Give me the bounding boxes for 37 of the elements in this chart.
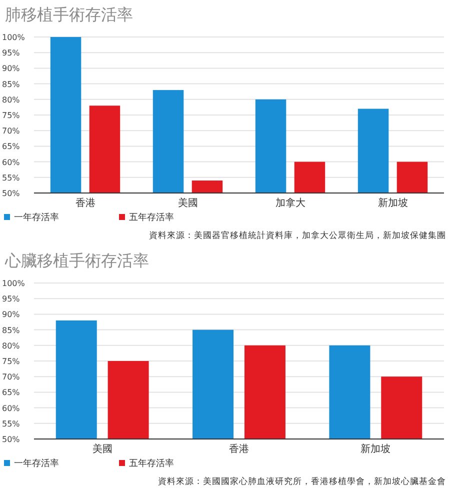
y-tick-label: 70% [2, 126, 20, 136]
y-tick-label: 80% [2, 95, 20, 104]
y-tick-label: 75% [2, 357, 20, 366]
x-tick-label: 香港 [75, 197, 96, 209]
x-tick-label: 新加坡 [360, 443, 391, 455]
y-tick-label: 70% [2, 372, 20, 382]
y-tick-label: 50% [2, 435, 20, 444]
y-tick-label: 80% [2, 341, 20, 350]
legend-label: 一年存活率 [14, 212, 59, 223]
x-tick-label: 美國 [178, 197, 198, 209]
chart-title: 肺移植手術存活率 [5, 5, 133, 24]
source-note: 資料來源：美國國家心肺血液研究所，香港移植學會，新加坡心臟基金會 [158, 476, 446, 487]
y-tick-label: 90% [2, 310, 20, 320]
x-tick-label: 加拿大 [275, 197, 306, 209]
y-tick-label: 90% [2, 64, 20, 74]
y-tick-label: 60% [2, 158, 20, 167]
y-tick-label: 95% [2, 48, 20, 58]
x-tick-label: 新加坡 [378, 197, 408, 209]
legend-label: 五年存活率 [129, 458, 174, 469]
legend-label: 一年存活率 [14, 458, 59, 469]
y-tick-label: 55% [2, 419, 20, 428]
y-tick-label: 100% [2, 279, 26, 288]
y-tick-label: 95% [2, 294, 20, 304]
x-tick-label: 香港 [229, 443, 249, 455]
y-tick-label: 50% [2, 189, 20, 198]
x-tick-label: 美國 [92, 443, 112, 455]
y-tick-label: 65% [2, 142, 20, 152]
chart-title: 心臟移植手術存活率 [4, 251, 149, 270]
y-tick-label: 60% [2, 404, 20, 413]
y-tick-label: 75% [2, 111, 20, 120]
y-tick-label: 55% [2, 173, 20, 182]
legend-label: 五年存活率 [129, 212, 174, 223]
y-tick-label: 100% [2, 33, 26, 42]
y-tick-label: 85% [2, 326, 20, 335]
y-tick-label: 65% [2, 388, 20, 398]
y-tick-label: 85% [2, 80, 20, 89]
source-note: 資料來源：美國器官移植統計資料庫，加拿大公眾衛生局，新加坡保健集團 [149, 230, 446, 241]
